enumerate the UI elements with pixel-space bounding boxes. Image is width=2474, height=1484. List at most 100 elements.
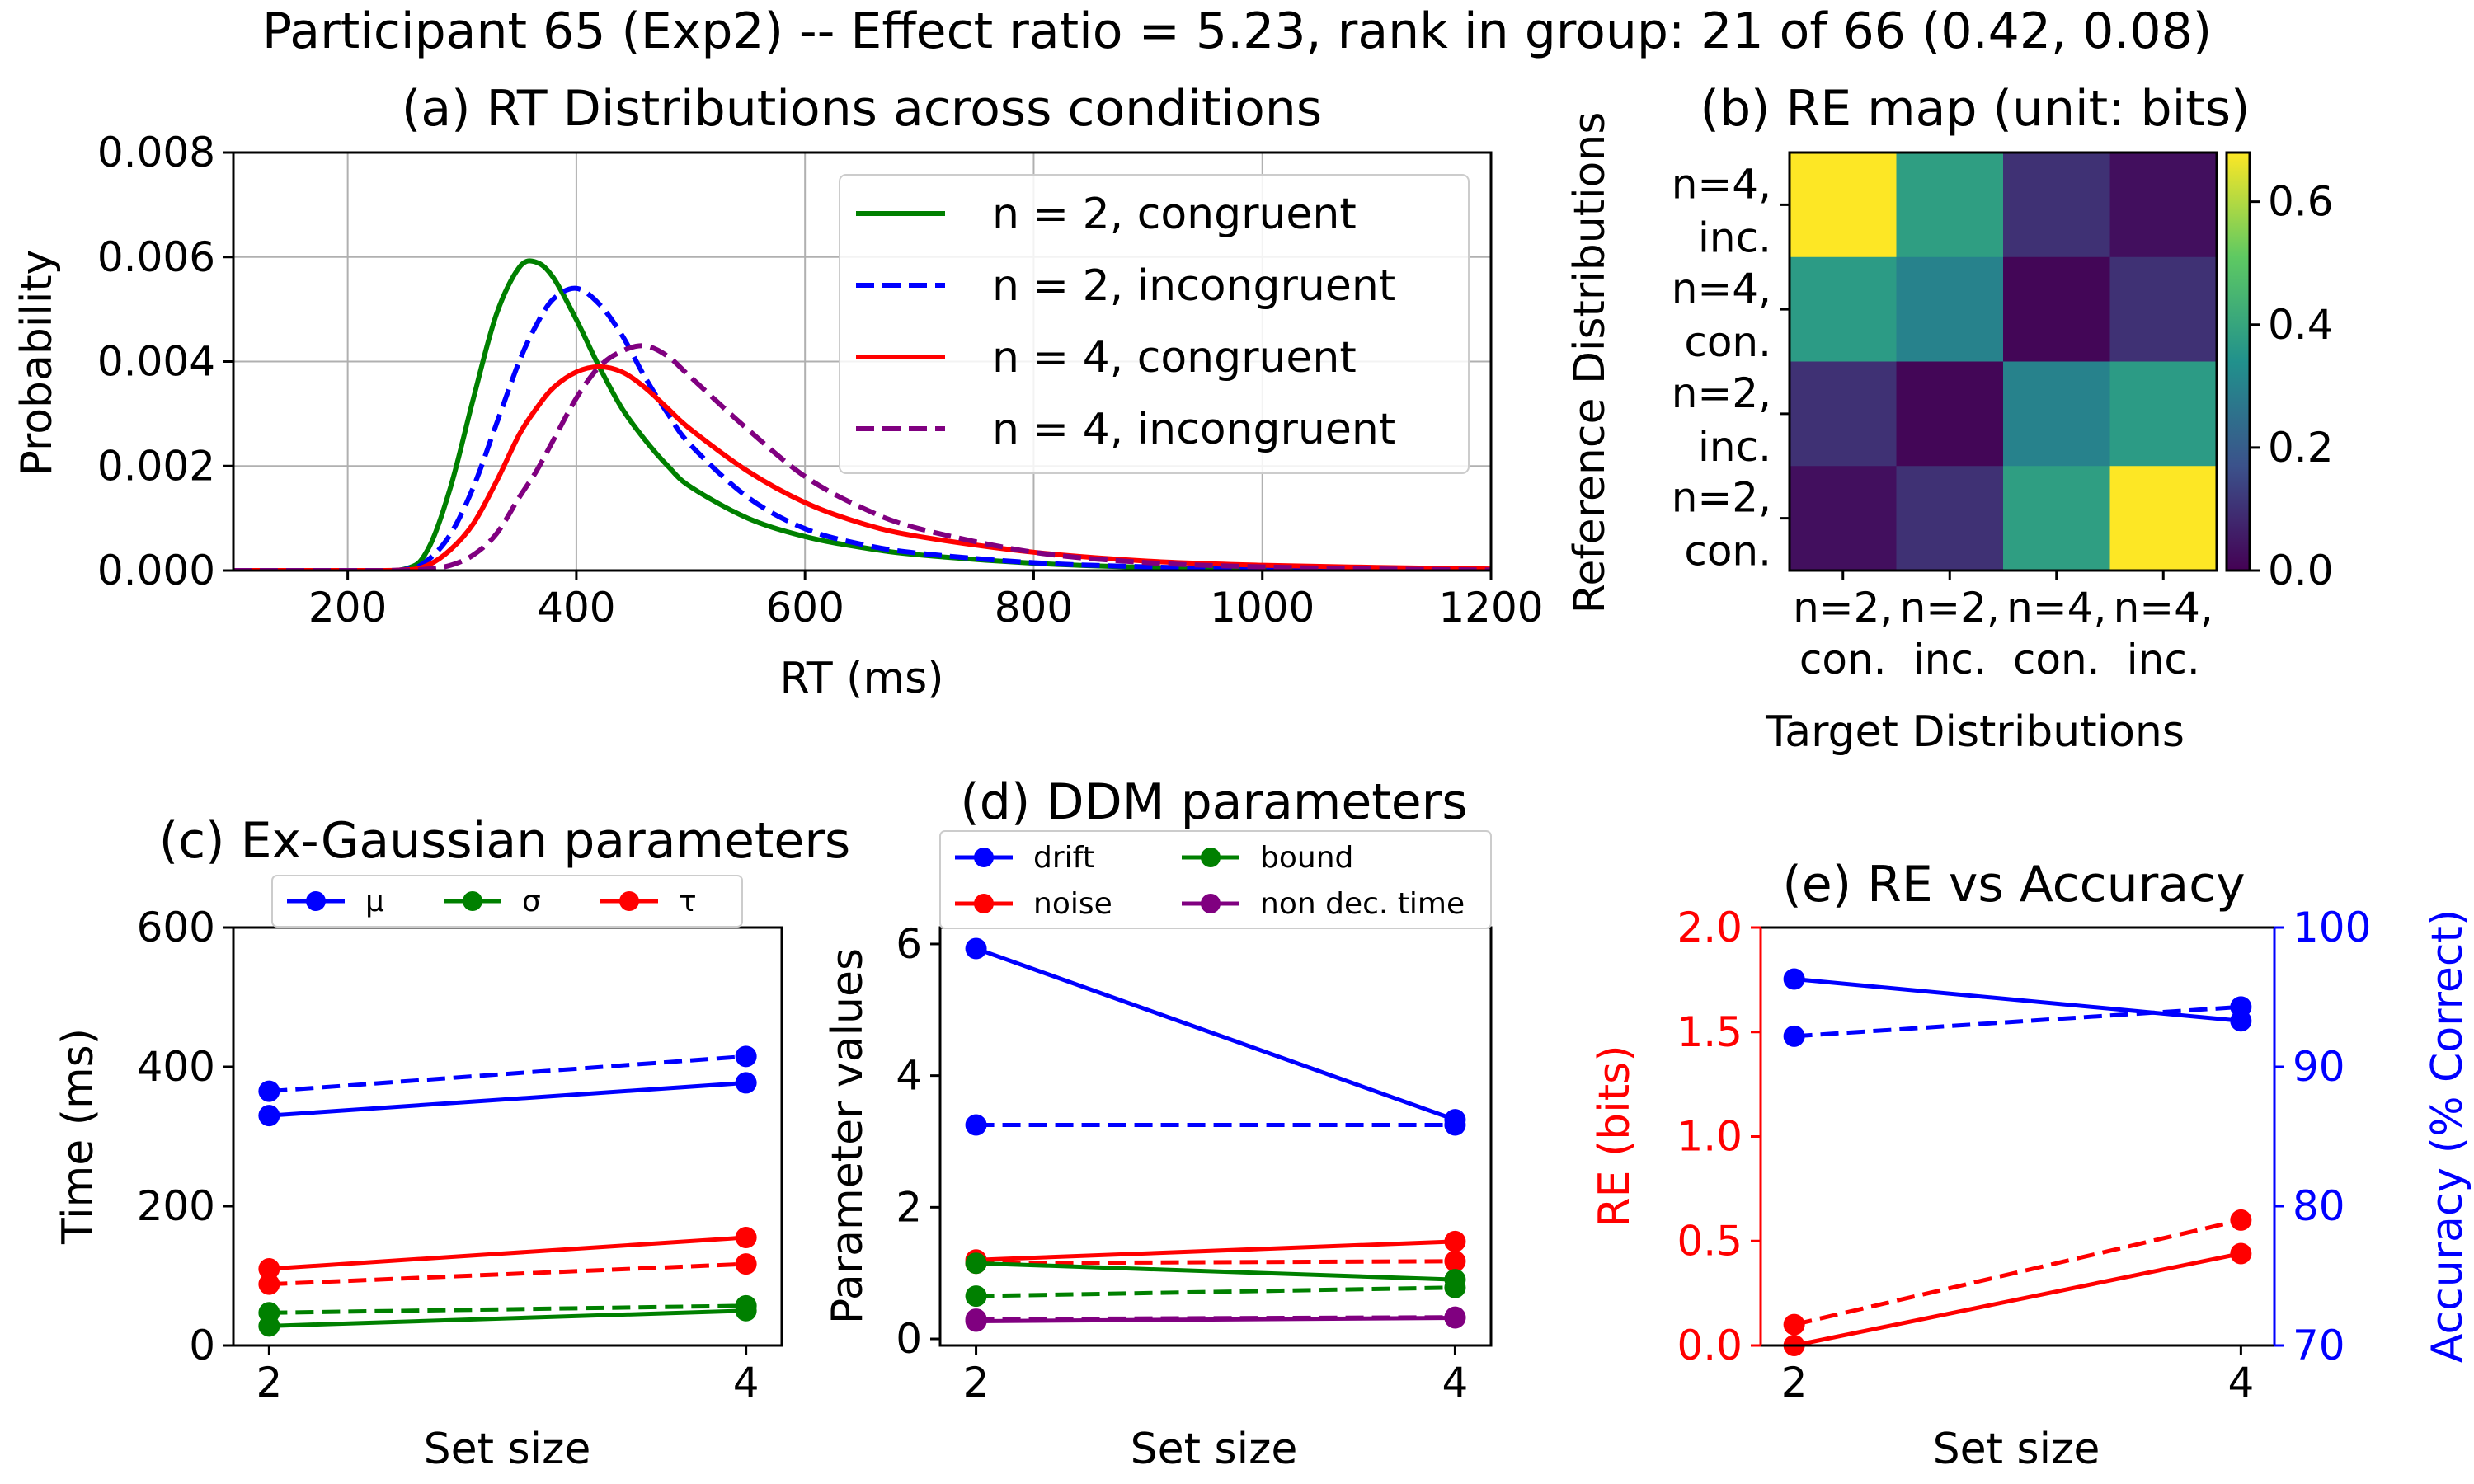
panel-a-xtick-label: 800 [995, 584, 1073, 632]
panel-a-xtick-label: 400 [537, 584, 615, 632]
panel-b-colorbar-tick-label: 0.0 [2268, 547, 2334, 594]
panel-a-legend-label: n = 4, incongruent [992, 405, 1395, 454]
panel-d-point [1444, 1250, 1466, 1272]
panel-b-heatmap-cell [1790, 256, 1897, 362]
panel-a-rt-distributions: (a) RT Distributions across conditions R… [12, 80, 1322, 703]
panel-a-legend-box [839, 174, 1470, 474]
panel-b-heatmap-cell [1790, 361, 1897, 467]
panel-a-ytick-label: 0.000 [97, 547, 215, 594]
panel-a-xtick-label: 1000 [1210, 584, 1315, 632]
panel-a-series-line-1 [233, 285, 1491, 571]
panel-c-legend-label: τ [679, 885, 697, 918]
panel-d-ytick-label: 6 [896, 920, 922, 968]
panel-c-ytick-label: 600 [137, 904, 215, 951]
chart-marks: 200 400 600 800 1000 1200 0.000 0.002 0.0 0 4 0.006… [97, 129, 2372, 1407]
panel-b-heatmap-cell [2109, 256, 2218, 362]
panel-b-title: (b) RE map (unit: bits) [1700, 80, 2251, 138]
panel-c-series-line-4 [269, 1308, 746, 1328]
panel-b-re-map: (b) RE map (unit: bits) Target Distribut… [1565, 80, 2250, 757]
panel-d-xtick-label: 2 [963, 1359, 990, 1407]
panel-d-ylabel: Parameter values [823, 948, 872, 1324]
panel-e-ytick-right-label: 100 [2293, 904, 2371, 951]
panel-d-legend-label: drift [1033, 841, 1094, 875]
panel-e-ytick-label: 2.0 [1677, 904, 1743, 951]
panel-c-xtick-label: 2 [256, 1359, 282, 1407]
panel-d-point [1444, 1114, 1466, 1136]
panel-e-ytick-label: 0.0 [1677, 1322, 1743, 1369]
panel-b-xtick-label: con. [2013, 636, 2100, 683]
panel-d-series-line-5 [976, 1285, 1456, 1298]
panel-e-point [2230, 1209, 2252, 1231]
panel-c-legend-box [271, 875, 743, 928]
panel-c-point [258, 1080, 280, 1102]
panel-a-legend-label: n = 4, congruent [992, 333, 1357, 383]
panel-b-xtick-label: inc. [1913, 636, 1987, 683]
panel-b-heatmap-cell [2109, 361, 2218, 467]
panel-c-title: (c) Ex-Gaussian parameters [159, 812, 851, 870]
panel-c-series-line-2 [269, 1235, 746, 1271]
panel-c-series-line-0 [269, 1080, 746, 1118]
panel-b-xtick-label: n=2, [1900, 584, 2000, 632]
panel-e-re-vs-accuracy: (e) RE vs Accuracy Set size RE (bits) Ac… [1590, 856, 2472, 1474]
panel-c-point [258, 1273, 280, 1295]
panel-c-point [735, 1294, 757, 1317]
panel-b-xtick-label: con. [1799, 636, 1887, 683]
panel-e-ytick-right-label: 80 [2293, 1182, 2345, 1230]
panel-c-ytick-label: 400 [137, 1043, 215, 1091]
panel-b-xtick-label: n=4, [2006, 584, 2106, 632]
panel-d-series-line-0 [975, 946, 1456, 1122]
panel-d-legend-label: bound [1260, 841, 1353, 875]
panel-b-heatmap-cell [2003, 361, 2110, 467]
panel-d-ytick-label: 0 [896, 1315, 922, 1363]
panel-e-ylabel: RE (bits) [1590, 1045, 1639, 1227]
panel-e-point [2230, 996, 2252, 1018]
panel-e-point [1783, 1025, 1805, 1047]
panel-e-point [1783, 1313, 1805, 1336]
panel-a-xtick-label: 200 [308, 584, 387, 632]
panel-b-xlabel: Target Distributions [1765, 707, 2185, 757]
panel-a-xtick-label: 600 [765, 584, 844, 632]
panel-d-series-line-7 [976, 1315, 1456, 1322]
panel-a-frame [232, 151, 1493, 572]
panel-d-legend-marker [974, 894, 994, 913]
panel-d-point [965, 1252, 987, 1275]
panel-b-colorbar-tick-label: 0.4 [2268, 301, 2334, 349]
panel-d-point [965, 1114, 987, 1136]
panel-b-ytick-label: inc. [1698, 214, 1771, 261]
panel-b-ytick-label: n=2, [1672, 474, 1771, 522]
panel-d-legend-marker [1201, 848, 1221, 867]
panel-e-series-line-2 [1794, 977, 2241, 1023]
panel-d-series-line-2 [976, 1239, 1456, 1262]
panel-b-ytick-label: con. [1684, 528, 1771, 575]
panel-b-heatmap-cell [1896, 466, 2004, 571]
panel-a-ytick-label: 0.002 [97, 442, 215, 490]
panel-c-legend-label: μ [365, 885, 384, 918]
panel-a-ytick-label: 0.008 [97, 129, 215, 176]
panel-b-xtick-label: inc. [2127, 636, 2200, 683]
panel-a-ytick-label: 0.006 [97, 233, 215, 281]
panel-d-legend-box [939, 830, 1492, 929]
panel-c-frame [232, 926, 783, 1347]
panel-e-ylabel-right: Accuracy (% Correct) [2423, 909, 2472, 1363]
panel-b-heatmap-cell [1790, 153, 1897, 258]
panel-c-series-line-1 [269, 1054, 746, 1094]
panel-b-heatmap-cell [2003, 256, 2110, 362]
panel-c-point [735, 1253, 757, 1275]
panel-e-ytick-label: 0.5 [1677, 1217, 1743, 1265]
panel-d-series-line-3 [976, 1259, 1456, 1266]
panel-a-xtick-label: 1200 [1438, 584, 1543, 632]
panel-c-point [735, 1072, 757, 1094]
panel-d-point [1444, 1306, 1466, 1328]
panel-b-xtick-label: n=2, [1793, 584, 1893, 632]
panel-d-point [1444, 1276, 1466, 1298]
panel-d-ytick-label: 4 [896, 1052, 922, 1100]
panel-b-ytick-label: n=4, [1672, 160, 1771, 208]
panel-c-series-line-5 [269, 1303, 746, 1315]
panel-a-xlabel: RT (ms) [780, 654, 944, 703]
panel-c-series-line-3 [269, 1261, 746, 1287]
panel-b-heatmap-cell [2003, 153, 2110, 258]
panel-e-point [2230, 1242, 2252, 1265]
panel-a-title: (a) RT Distributions across conditions [402, 80, 1322, 138]
panel-d-title: (d) DDM parameters [960, 773, 1467, 831]
panel-c-point [735, 1045, 757, 1068]
